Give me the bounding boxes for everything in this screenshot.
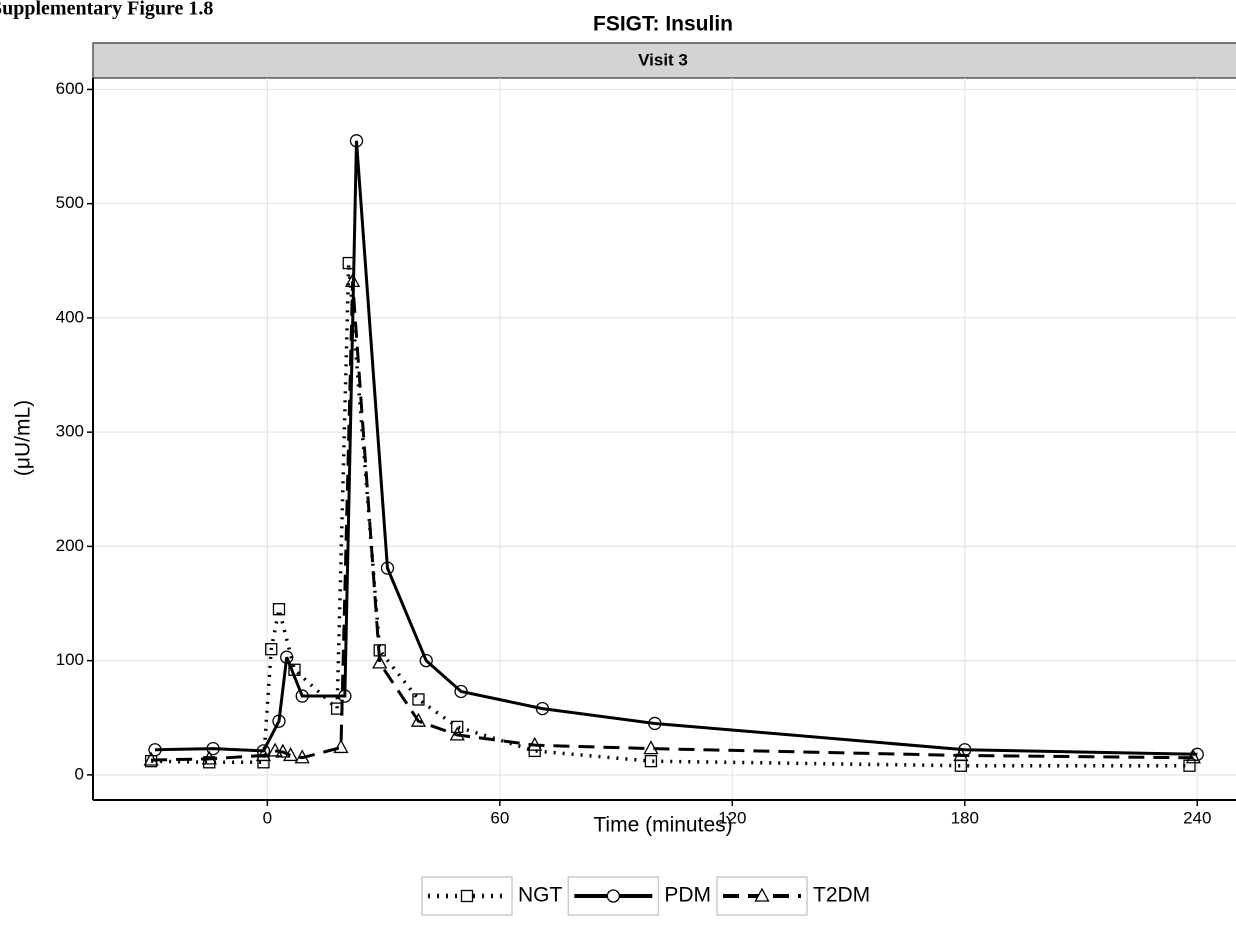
marker (412, 693, 425, 706)
marker (333, 739, 349, 754)
marker (201, 750, 217, 765)
figure-label: Supplementary Figure 1.8 (0, 0, 213, 20)
series-line (154, 140, 1198, 756)
marker (380, 561, 395, 575)
y-tick-label: 300 (56, 422, 84, 441)
y-tick-label: 400 (56, 307, 84, 326)
marker (143, 751, 159, 766)
marker (754, 887, 770, 902)
marker (643, 740, 659, 755)
x-axis-label: Time (minutes) (593, 814, 732, 837)
marker (283, 747, 299, 762)
legend-label: NGT (518, 884, 563, 907)
marker (267, 742, 283, 757)
y-tick-label: 200 (56, 536, 84, 555)
panel-strip (92, 42, 1236, 79)
marker (275, 743, 291, 758)
marker (451, 720, 464, 734)
marker (338, 689, 352, 703)
marker (606, 889, 620, 903)
marker (410, 712, 427, 727)
y-tick-label: 100 (56, 650, 84, 669)
marker (535, 701, 550, 716)
legend-label: PDM (664, 884, 711, 907)
marker (372, 654, 388, 669)
x-tick-label: 180 (951, 808, 979, 827)
marker (206, 741, 220, 756)
marker (272, 714, 286, 728)
x-tick-label: 240 (1183, 808, 1211, 827)
marker (419, 653, 433, 668)
marker (528, 744, 541, 758)
marker (527, 736, 543, 751)
panel-label: Visit 3 (638, 50, 688, 69)
marker (345, 272, 361, 287)
series-line (151, 281, 1194, 762)
marker (460, 889, 474, 903)
marker (265, 643, 278, 656)
marker (280, 650, 294, 664)
marker (1185, 749, 1201, 764)
marker (272, 603, 286, 616)
marker (454, 684, 468, 699)
marker (255, 747, 272, 762)
marker (648, 716, 662, 731)
marker (148, 743, 162, 757)
y-tick-label: 500 (56, 193, 84, 212)
x-tick-label: 60 (490, 808, 509, 827)
x-tick-label: 0 (263, 808, 272, 827)
y-axis-label: (μU/mL) (12, 400, 35, 476)
marker (449, 726, 465, 741)
series-line (151, 262, 1190, 768)
legend-label: T2DM (813, 884, 870, 907)
marker (953, 747, 969, 762)
marker (294, 749, 310, 764)
marker (1183, 759, 1196, 772)
chart-title: FSIGT: Insulin (593, 13, 733, 36)
marker (644, 755, 658, 768)
y-tick-label: 600 (56, 79, 84, 98)
marker (295, 689, 309, 703)
marker (349, 134, 364, 148)
y-tick-label: 0 (75, 764, 84, 783)
x-tick-label: 120 (718, 808, 746, 827)
